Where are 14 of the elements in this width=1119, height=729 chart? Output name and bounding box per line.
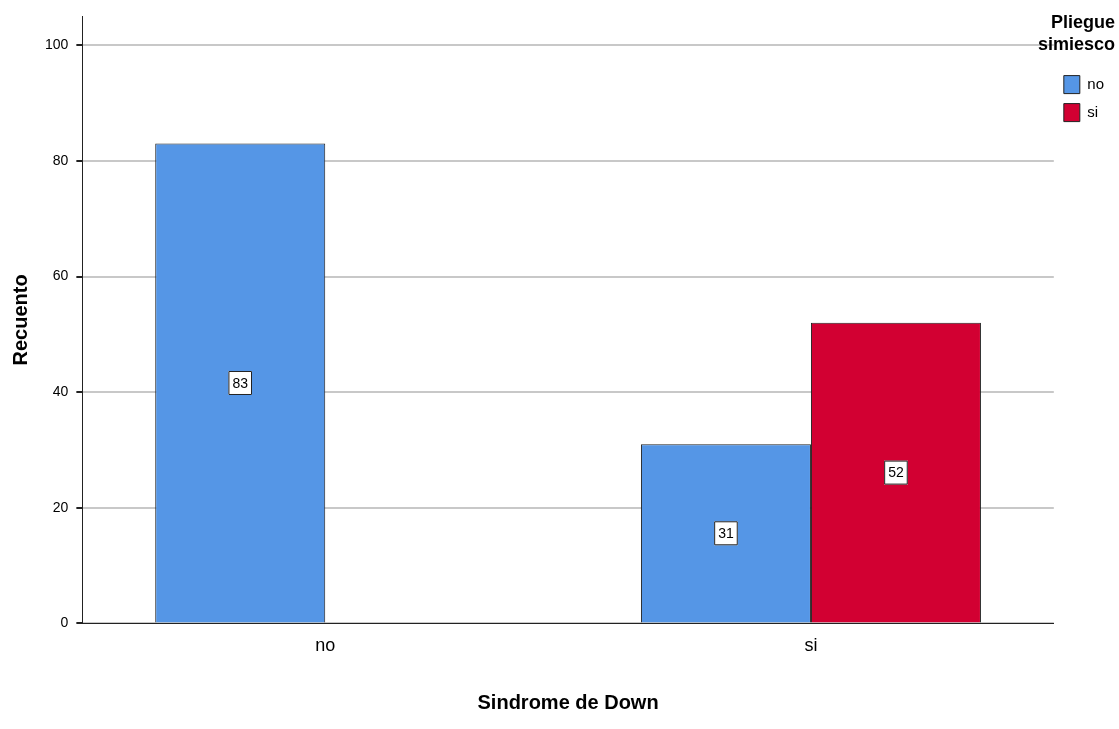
y-tick-label: 60: [52, 267, 69, 284]
x-axis-title: Sindrome de Down: [477, 690, 659, 713]
y-tick-label: 80: [52, 151, 69, 168]
legend-label: no: [1087, 74, 1104, 92]
y-tick-label: 20: [52, 498, 69, 515]
data-label: 83: [232, 374, 249, 391]
y-tick-label: 0: [60, 614, 69, 631]
y-tick-label: 40: [52, 383, 69, 400]
legend-label: si: [1087, 102, 1099, 120]
data-label: 52: [888, 464, 904, 481]
data-label: 31: [718, 525, 734, 542]
y-axis-title: Recuento: [8, 274, 31, 366]
legend-title: Pliegue simiesco: [1037, 11, 1115, 54]
y-tick-label: 100: [45, 36, 69, 53]
